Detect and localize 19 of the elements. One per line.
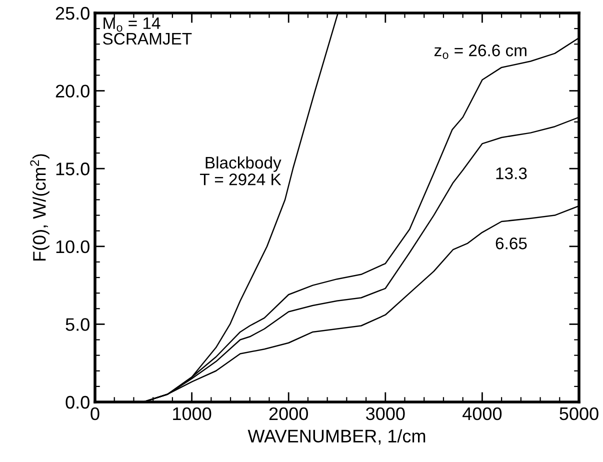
y-tick-label: 25.0 [56, 6, 90, 20]
y-tick-label: 5.0 [66, 318, 90, 331]
x-tick-label: 4000 [462, 407, 502, 420]
series-label: z$_{o}$ = 26.6 cm [434, 44, 526, 59]
annotation: M$_{o}$ = 14 SCRAMJET [103, 17, 192, 45]
y-axis-title: F(0), W/(cm$^{2}$) [30, 154, 50, 261]
series-label: 6.65 [496, 238, 527, 250]
y-tick-label: 0.0 [66, 396, 90, 409]
x-tick-label: 5000 [560, 407, 598, 420]
y-tick-label: 10.0 [56, 240, 90, 254]
series-label: 13.3 [496, 167, 527, 180]
y-tick-label: 20.0 [56, 84, 90, 98]
x-axis-title: WAVENUMBER, 1/cm [248, 429, 426, 445]
x-tick-label: 1000 [173, 407, 212, 420]
series-label: Blackbody T = 2924 K [200, 156, 282, 186]
y-tick-label: 15.0 [56, 162, 90, 176]
x-tick-label: 3000 [366, 407, 405, 420]
x-tick-label: 0 [90, 407, 100, 420]
x-tick-label: 2000 [269, 407, 308, 420]
